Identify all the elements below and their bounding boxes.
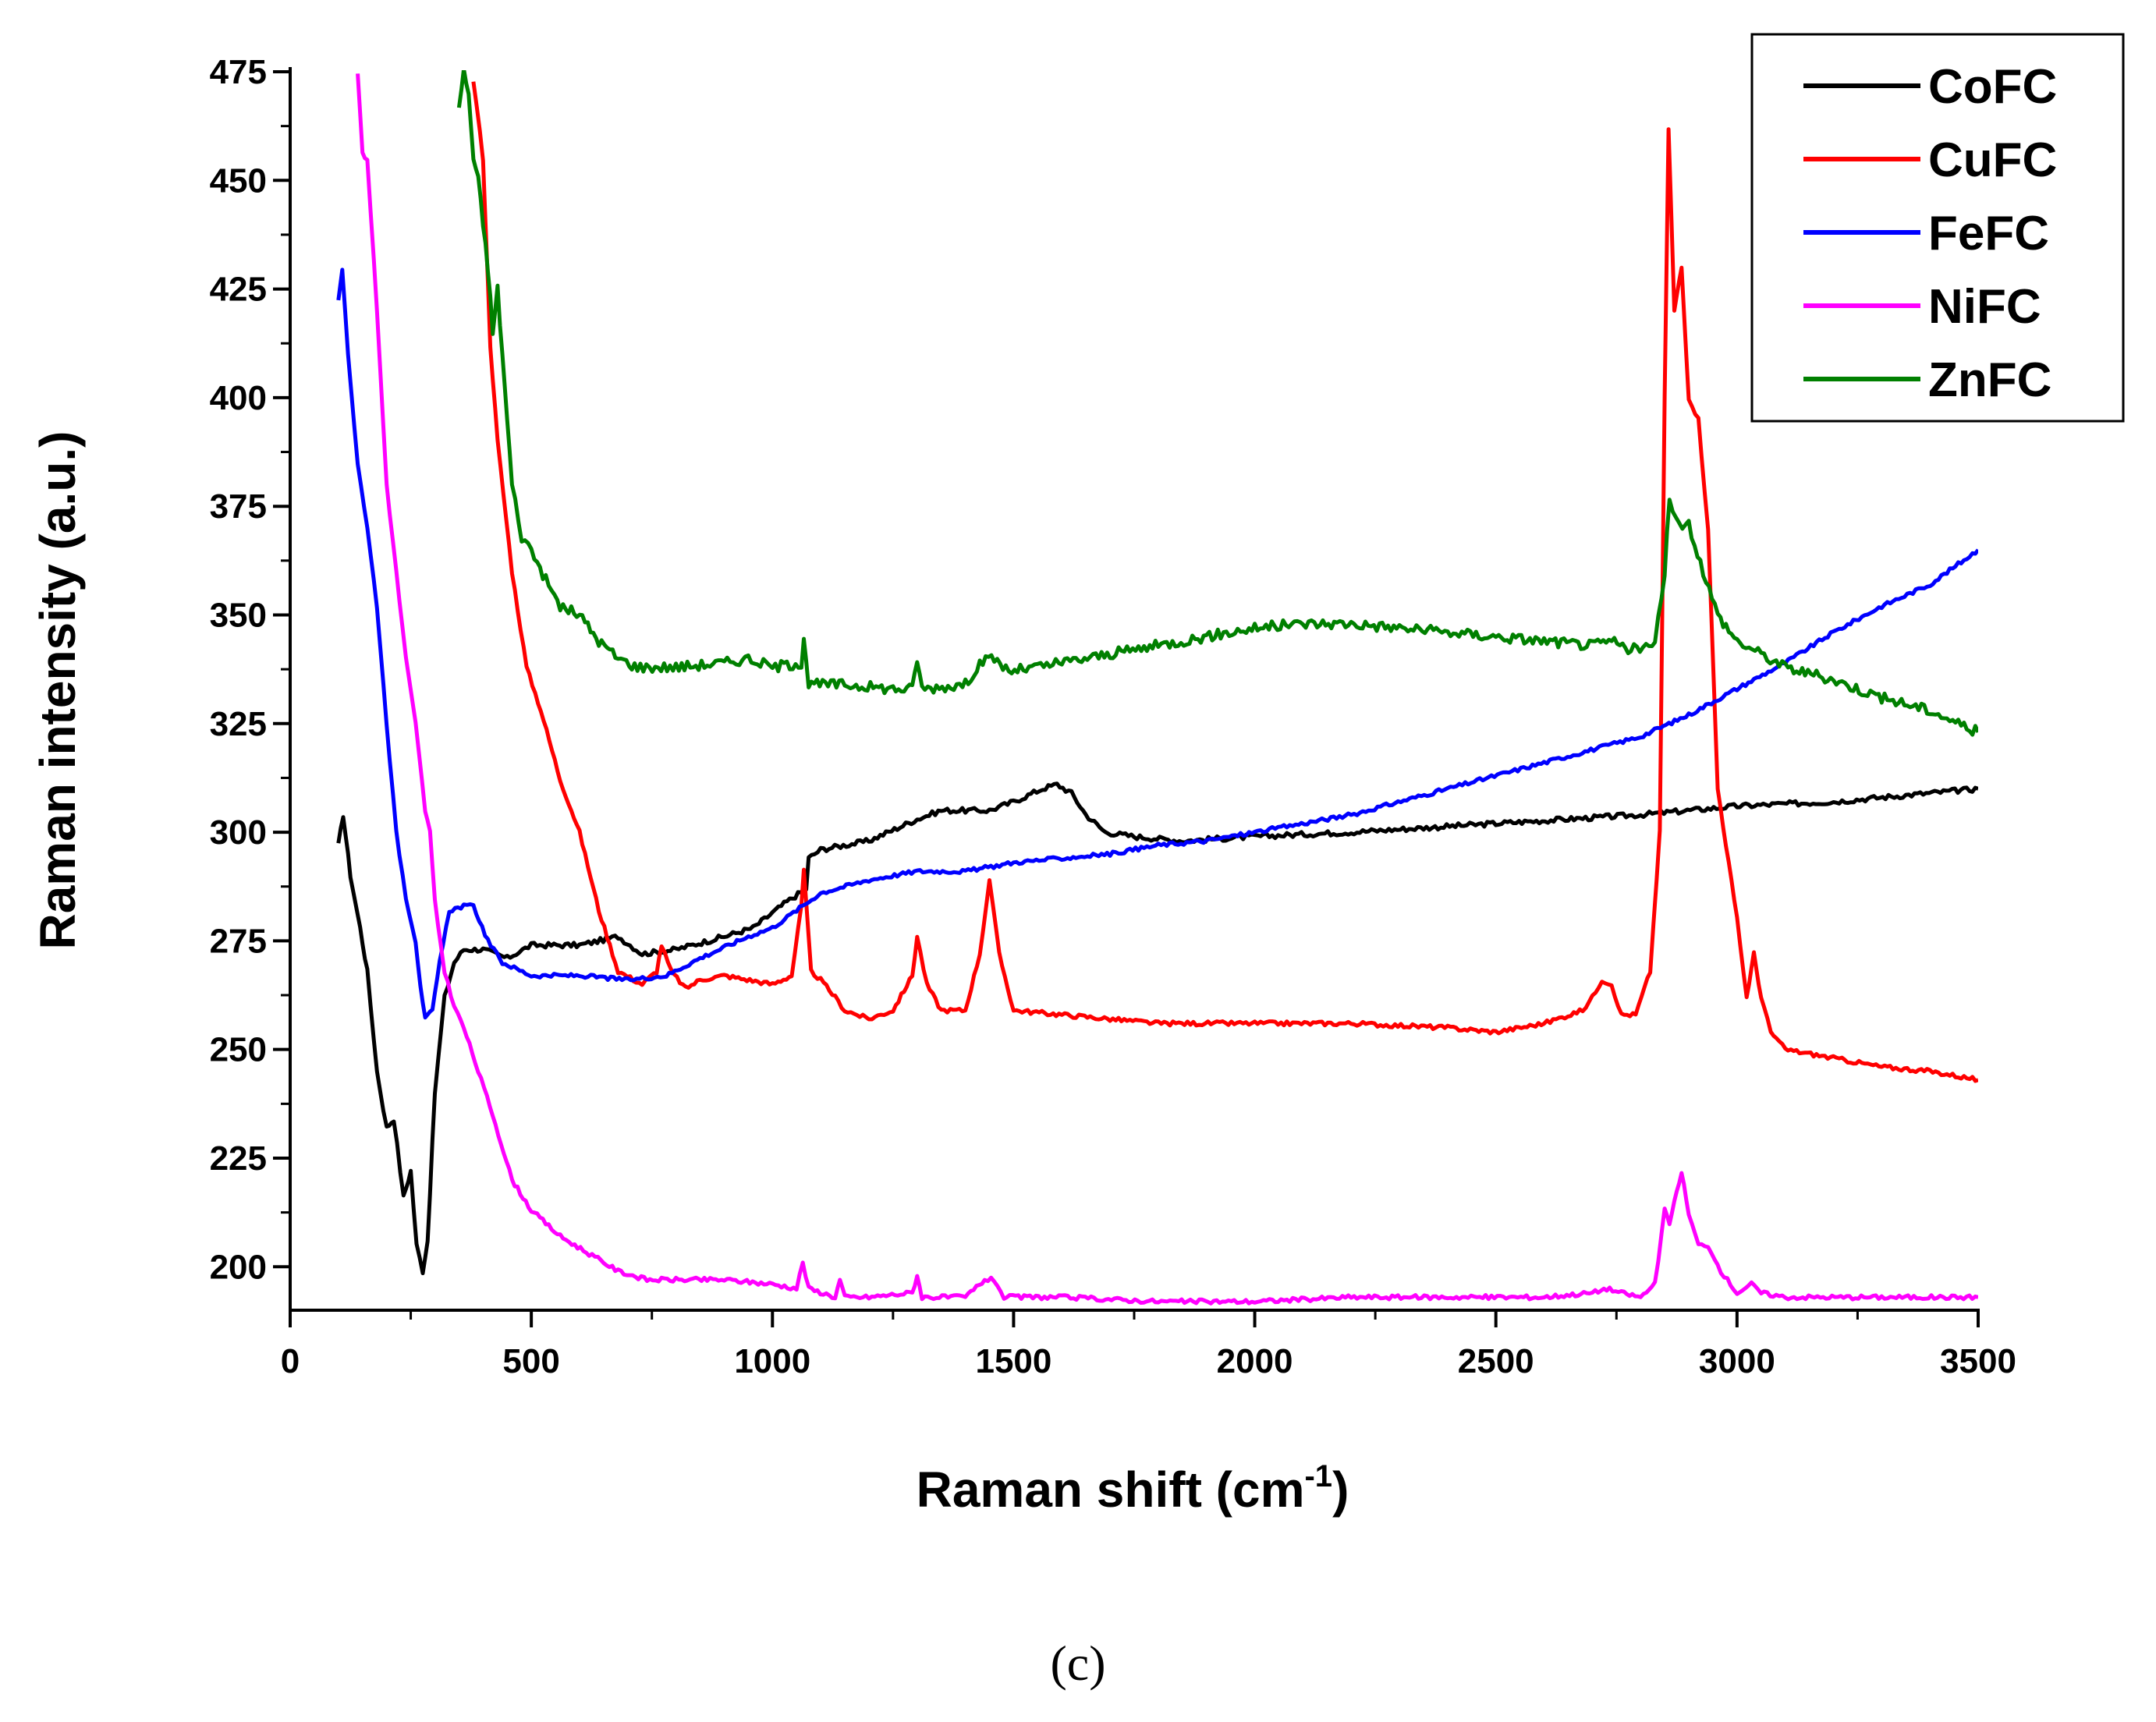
series-line-nifc [356, 73, 1978, 1306]
x-ticks: 0 500 1000 1500 2000 2500 3000 3500 [281, 1310, 2016, 1380]
legend-box [1750, 33, 2125, 423]
legend: CoFC CuFC FeFC NiFC ZnFC [1750, 33, 2125, 423]
series-line-znfc [456, 70, 1978, 737]
x-tick-label: 500 [502, 1342, 559, 1380]
y-tick-label: 375 [210, 487, 267, 526]
series-lines [336, 70, 1978, 1306]
y-tick-label: 350 [210, 596, 267, 634]
x-tick-label: 2500 [1458, 1342, 1534, 1380]
x-tick-label: 3500 [1940, 1342, 2016, 1380]
y-axis-title: Raman intensity (a.u.) [30, 431, 86, 950]
legend-label-nifc: NiFC [1928, 280, 2041, 334]
series-line-fefc [336, 268, 1978, 1020]
legend-label-znfc: ZnFC [1928, 353, 2051, 407]
y-tick-label: 225 [210, 1139, 267, 1178]
x-axis-title: Raman shift (cm-1) [917, 1459, 1349, 1518]
x-tick-label: 1000 [734, 1342, 810, 1380]
x-tick-label: 0 [281, 1342, 300, 1380]
x-tick-label: 2000 [1217, 1342, 1293, 1380]
y-tick-label: 250 [210, 1031, 267, 1069]
series-line-cufc [471, 81, 1978, 1083]
y-tick-label: 400 [210, 379, 267, 417]
panel-label: (c) [1050, 1635, 1105, 1691]
series-line-cofc [336, 781, 1978, 1276]
legend-label-fefc: FeFC [1928, 207, 2049, 260]
x-tick-label: 1500 [975, 1342, 1051, 1380]
y-tick-label: 425 [210, 271, 267, 309]
legend-label-cofc: CoFC [1928, 60, 2057, 114]
legend-label-cufc: CuFC [1928, 133, 2057, 187]
y-tick-label: 200 [210, 1248, 267, 1286]
y-tick-label: 275 [210, 922, 267, 960]
y-tick-label: 450 [210, 161, 267, 200]
axes [289, 67, 1980, 1312]
x-tick-label: 3000 [1699, 1342, 1775, 1380]
y-tick-label: 300 [210, 813, 267, 852]
y-ticks: 200 225 250 275 300 325 350 375 400 425 450 475 [210, 53, 290, 1286]
y-tick-label: 325 [210, 705, 267, 743]
y-tick-label: 475 [210, 53, 267, 91]
